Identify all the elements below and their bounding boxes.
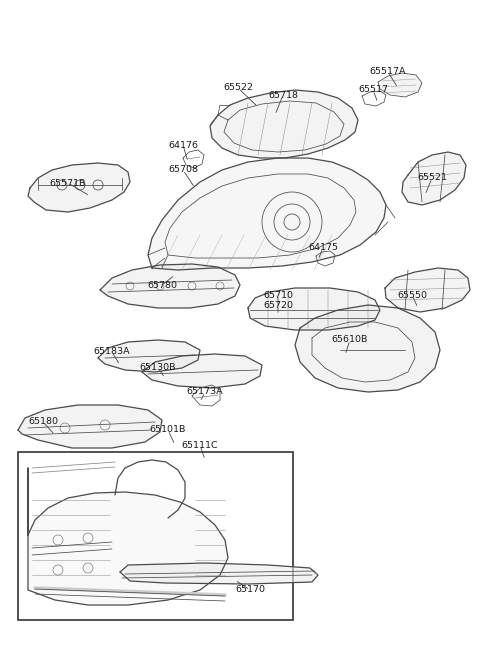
Bar: [18, 452, 293, 620]
Text: 65173A: 65173A: [187, 388, 223, 396]
Polygon shape: [210, 90, 358, 158]
Polygon shape: [28, 163, 130, 212]
Polygon shape: [378, 73, 422, 97]
Polygon shape: [142, 354, 262, 388]
Text: 65180: 65180: [28, 417, 58, 426]
Polygon shape: [248, 288, 380, 330]
Polygon shape: [148, 158, 386, 270]
Text: 65610B: 65610B: [332, 335, 368, 345]
Text: 65130B: 65130B: [140, 364, 176, 373]
Text: 65101B: 65101B: [150, 426, 186, 434]
Text: 65571B: 65571B: [50, 179, 86, 187]
Text: 65780: 65780: [147, 280, 177, 290]
Text: 65720: 65720: [263, 301, 293, 310]
Polygon shape: [28, 468, 228, 605]
Text: 65170: 65170: [235, 586, 265, 595]
Text: 65111C: 65111C: [182, 441, 218, 449]
Text: 65522: 65522: [223, 83, 253, 92]
Text: 65710: 65710: [263, 291, 293, 299]
Polygon shape: [402, 152, 466, 205]
Text: 65550: 65550: [397, 291, 427, 299]
Text: 65517: 65517: [358, 86, 388, 94]
Text: 64176: 64176: [168, 141, 198, 149]
Polygon shape: [120, 563, 318, 584]
Polygon shape: [295, 305, 440, 392]
Polygon shape: [385, 268, 470, 312]
Text: 65718: 65718: [268, 90, 298, 100]
Text: 65521: 65521: [417, 174, 447, 183]
Text: 65183A: 65183A: [94, 348, 130, 356]
Text: 65517A: 65517A: [370, 67, 406, 77]
Polygon shape: [18, 405, 162, 448]
Polygon shape: [98, 340, 200, 372]
Text: 65708: 65708: [168, 166, 198, 174]
Polygon shape: [100, 264, 240, 308]
Text: 64175: 64175: [308, 244, 338, 252]
